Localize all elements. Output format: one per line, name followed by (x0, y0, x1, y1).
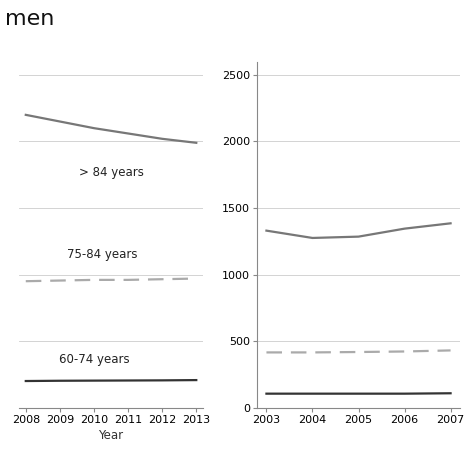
X-axis label: Year: Year (99, 429, 124, 442)
Text: men: men (5, 9, 54, 29)
Text: 75-84 years: 75-84 years (67, 248, 137, 261)
Text: 60-74 years: 60-74 years (59, 354, 129, 366)
Text: > 84 years: > 84 years (79, 166, 144, 179)
